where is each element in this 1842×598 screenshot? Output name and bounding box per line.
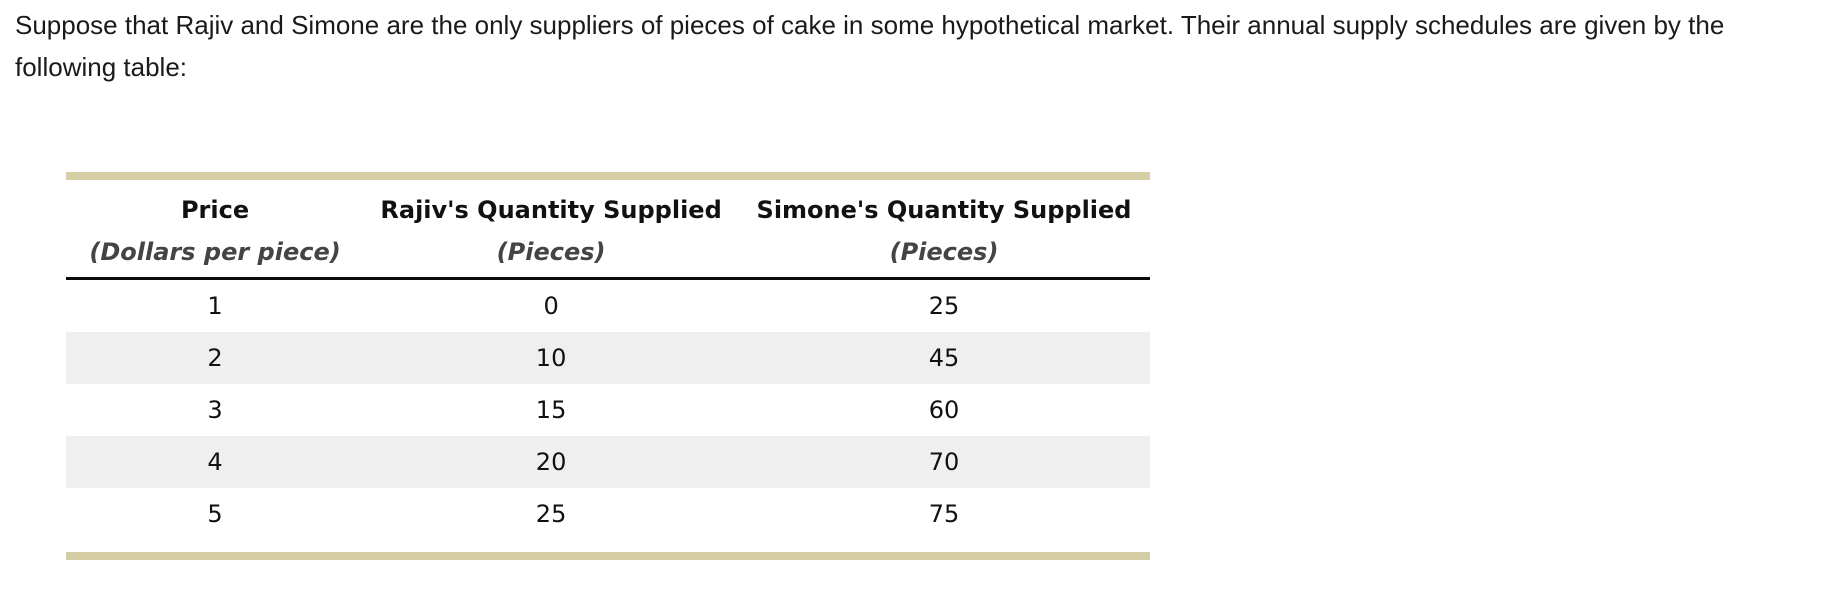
table-top-accent-bar xyxy=(66,172,1150,180)
cell-price: 1 xyxy=(207,292,223,320)
cell-simone-qty: 25 xyxy=(928,292,960,320)
cell-rajiv-qty: 0 xyxy=(543,292,559,320)
table-row: 2 10 45 xyxy=(66,332,1150,384)
question-text: Suppose that Rajiv and Simone are the on… xyxy=(0,0,1842,88)
cell-price: 5 xyxy=(207,500,223,528)
cell-rajiv-qty: 10 xyxy=(535,344,567,372)
cell-simone-qty: 60 xyxy=(928,396,960,424)
column-header-rajiv-quantity: Rajiv's Quantity Supplied (Pieces) xyxy=(364,196,738,267)
cell-rajiv-qty: 25 xyxy=(535,500,567,528)
column-label: Simone's Quantity Supplied xyxy=(756,196,1132,224)
question-line-1: Suppose that Rajiv and Simone are the on… xyxy=(15,10,1725,40)
table-row: 1 0 25 xyxy=(66,280,1150,332)
table-body: 1 0 25 2 10 45 3 15 60 4 20 70 5 25 xyxy=(66,280,1150,540)
table-header-row: Price (Dollars per piece) Rajiv's Quanti… xyxy=(66,180,1150,280)
column-header-price: Price (Dollars per piece) xyxy=(66,196,364,267)
cell-rajiv-qty: 15 xyxy=(535,396,567,424)
column-unit: (Pieces) xyxy=(496,238,606,266)
table-row: 5 25 75 xyxy=(66,488,1150,540)
column-unit: (Pieces) xyxy=(889,238,999,266)
column-header-simone-quantity: Simone's Quantity Supplied (Pieces) xyxy=(738,196,1150,267)
cell-price: 3 xyxy=(207,396,223,424)
table-row: 4 20 70 xyxy=(66,436,1150,488)
cell-rajiv-qty: 20 xyxy=(535,448,567,476)
table-row: 3 15 60 xyxy=(66,384,1150,436)
supply-schedule-table: Price (Dollars per piece) Rajiv's Quanti… xyxy=(66,172,1150,560)
column-unit: (Dollars per piece) xyxy=(89,238,341,266)
column-label: Rajiv's Quantity Supplied xyxy=(380,196,722,224)
cell-simone-qty: 70 xyxy=(928,448,960,476)
cell-simone-qty: 75 xyxy=(928,500,960,528)
cell-simone-qty: 45 xyxy=(928,344,960,372)
cell-price: 4 xyxy=(207,448,223,476)
table-bottom-accent-bar xyxy=(66,552,1150,560)
column-label: Price xyxy=(180,196,250,224)
table-bottom-gap xyxy=(66,540,1150,552)
question-line-2: following table: xyxy=(15,52,187,82)
cell-price: 2 xyxy=(207,344,223,372)
